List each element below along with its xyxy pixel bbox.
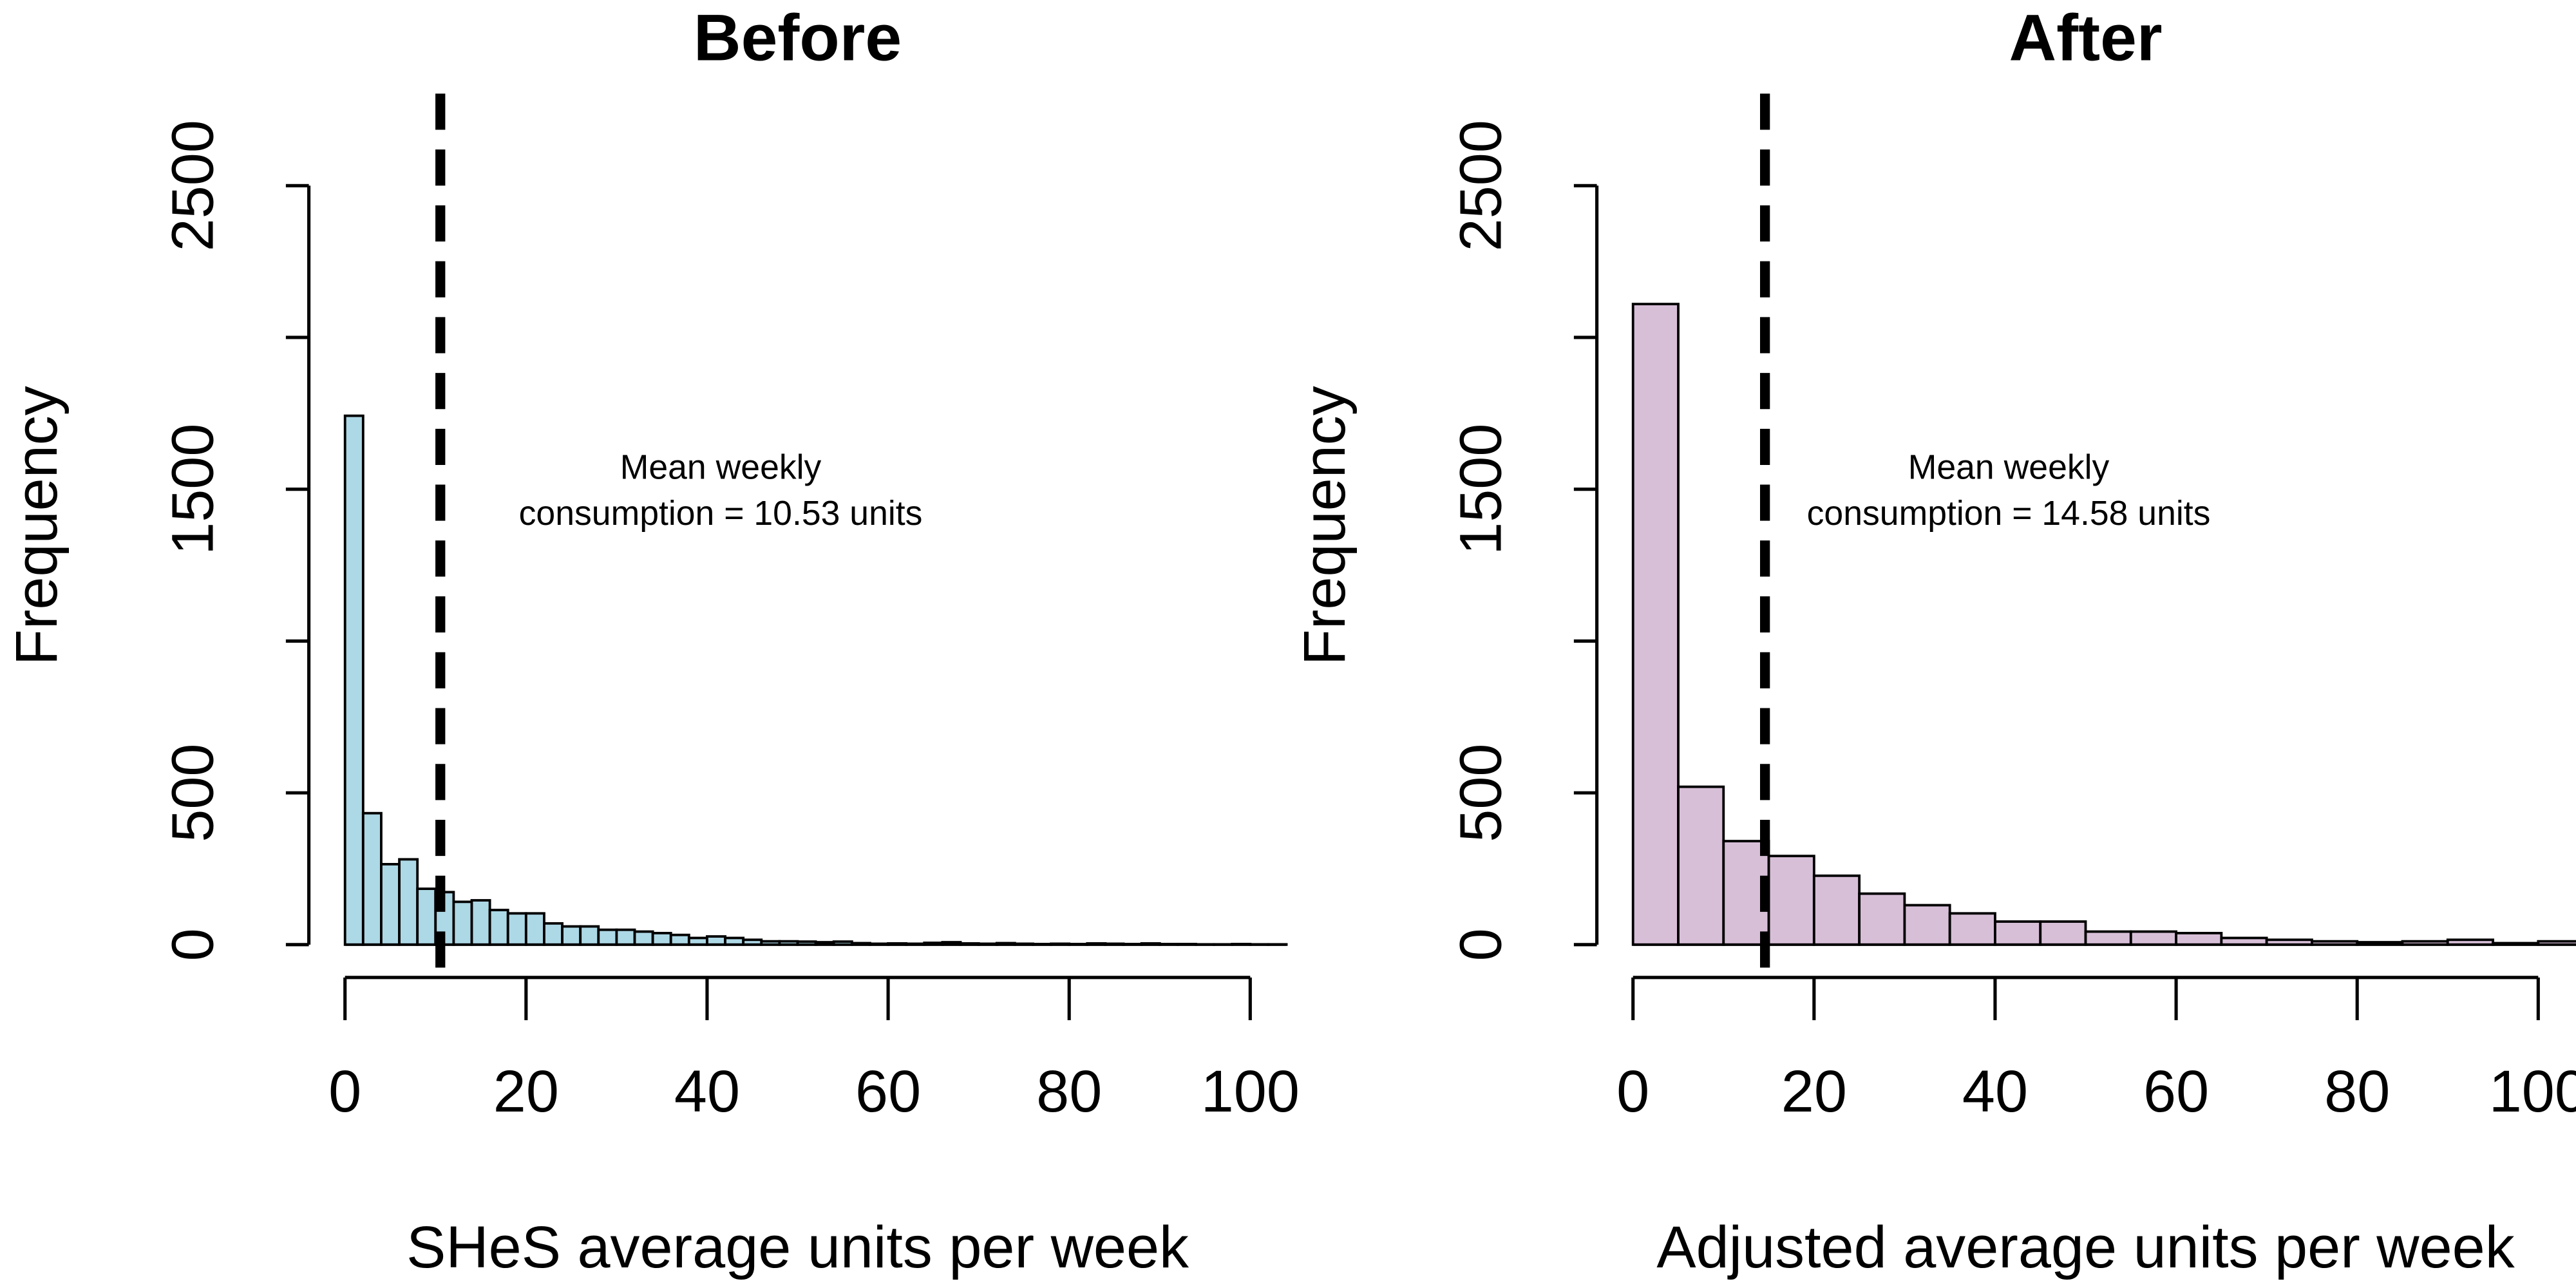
histogram-bar	[2129, 930, 2177, 946]
histogram-bar	[651, 932, 672, 946]
x-axis-title: Adjusted average units per week	[1656, 1215, 2515, 1280]
y-tick-label: 1500	[160, 424, 225, 555]
annotation: Mean weekly	[1908, 449, 2110, 487]
histogram-bar	[1677, 785, 1725, 946]
histogram-bar	[488, 909, 509, 946]
x-tick-label: 40	[674, 1059, 740, 1124]
x-tick-label: 0	[328, 1059, 361, 1124]
histogram-bar	[1767, 855, 1815, 946]
histogram-bar	[1994, 920, 2042, 946]
x-tick-label: 100	[2489, 1059, 2576, 1124]
y-tick-label: 2500	[160, 120, 225, 251]
y-tick-label: 2500	[1448, 120, 1513, 251]
histogram-bar	[579, 925, 600, 946]
histogram-bar	[597, 928, 618, 946]
y-tick-label: 1500	[1448, 424, 1513, 555]
histogram-bar	[361, 811, 383, 946]
histogram-bar	[1858, 892, 1906, 946]
x-tick-label: 20	[1781, 1059, 1847, 1124]
histogram-bar	[543, 922, 564, 946]
histogram-bar	[2175, 932, 2223, 946]
histogram-bar	[1903, 904, 1951, 946]
annotation: consumption = 14.58 units	[1807, 495, 2211, 533]
histogram-bar	[1812, 874, 1861, 946]
annotation: Mean weekly	[620, 449, 822, 487]
histogram-bar	[416, 887, 437, 946]
histogram-bar	[1631, 303, 1680, 946]
chart-title: After	[2009, 1, 2162, 74]
histogram-bar	[633, 930, 654, 946]
y-tick-label: 500	[1448, 744, 1513, 842]
histogram-bar	[2039, 920, 2087, 946]
annotation: consumption = 10.53 units	[519, 495, 923, 533]
x-tick-label: 60	[2143, 1059, 2209, 1124]
histogram-bar	[380, 862, 401, 946]
histogram-bar	[2084, 930, 2132, 946]
y-tick-label: 500	[160, 744, 225, 842]
histogram-bar	[452, 900, 473, 946]
y-axis-title: Frequency	[1292, 386, 1358, 665]
histogram-bar	[561, 925, 582, 946]
histogram-bar	[470, 899, 491, 946]
histogram-bar	[506, 912, 527, 946]
y-tick-label: 0	[1448, 928, 1513, 961]
histogram-bar	[343, 414, 365, 946]
x-tick-label: 0	[1616, 1059, 1649, 1124]
y-axis-title: Frequency	[4, 386, 70, 665]
histogram-bar	[615, 928, 636, 946]
x-tick-label: 80	[1036, 1059, 1102, 1124]
x-tick-label: 20	[493, 1059, 559, 1124]
x-tick-label: 40	[1962, 1059, 2028, 1124]
x-tick-label: 80	[2324, 1059, 2390, 1124]
y-tick-label: 0	[160, 928, 225, 961]
histogram-bar	[669, 933, 690, 946]
x-tick-label: 60	[855, 1059, 921, 1124]
histogram-bar	[524, 912, 545, 946]
histogram-bar	[1948, 912, 1996, 946]
chart-title: Before	[694, 1, 902, 74]
x-tick-label: 100	[1201, 1059, 1300, 1124]
x-axis-title: SHeS average units per week	[406, 1215, 1189, 1280]
histogram-bar	[398, 858, 419, 946]
